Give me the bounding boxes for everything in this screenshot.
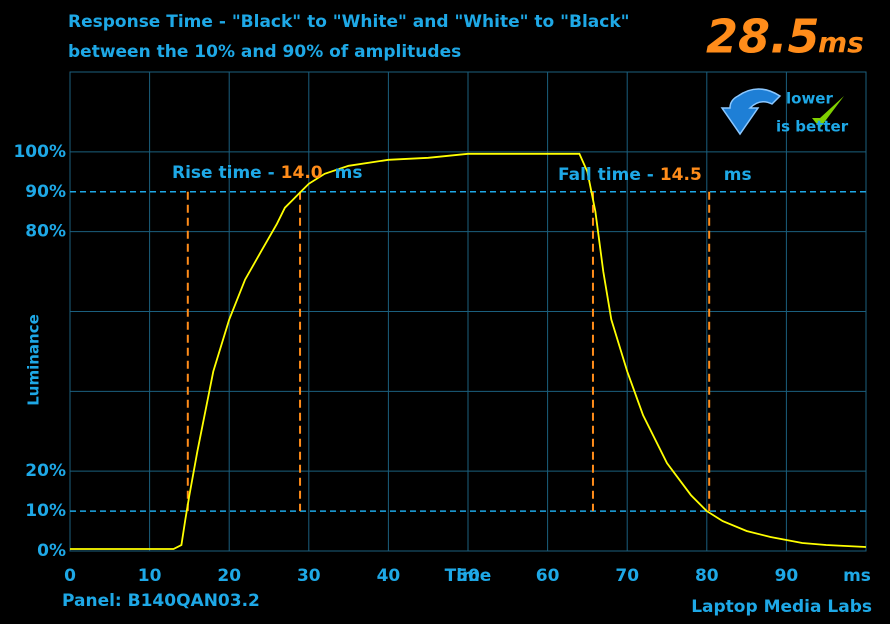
y-tick-label: 100% <box>13 142 66 162</box>
annotation-value: 14.0 <box>281 163 323 183</box>
x-tick-label: 80 <box>695 566 719 586</box>
x-axis-label: Time <box>445 566 492 586</box>
y-tick-label: 90% <box>25 182 66 202</box>
total-unit: ms <box>818 26 864 59</box>
annotation-unit: ms <box>335 163 363 183</box>
total-response: 28.5 <box>706 10 820 64</box>
y-tick-label: 10% <box>25 501 66 521</box>
x-tick-label: 20 <box>217 566 241 586</box>
series-line <box>70 152 867 550</box>
annotation-label: Rise time - <box>172 163 275 183</box>
annotation-label: Fall time - <box>558 165 654 185</box>
annotation-value: 14.5 <box>660 165 702 185</box>
x-tick-label: 40 <box>377 566 401 586</box>
x-tick-label: 10 <box>138 566 162 586</box>
y-tick-label: 0% <box>37 541 66 561</box>
annotation: Fall time - 14.5 ms <box>558 165 752 185</box>
y-axis-label: Luminance <box>25 314 43 406</box>
y-tick-label: 80% <box>25 222 66 242</box>
x-tick-label: 0 <box>64 566 76 586</box>
badge-text: lower <box>786 90 833 108</box>
x-tick-label: 90 <box>775 566 799 586</box>
annotation: Rise time - 14.0 ms <box>172 163 362 183</box>
plot <box>69 71 867 552</box>
x-tick-label: 70 <box>615 566 639 586</box>
x-tick-label: 50 <box>456 566 480 586</box>
x-tick-label: 60 <box>536 566 560 586</box>
badge-icon <box>720 88 844 136</box>
title-line-2: between the 10% and 90% of amplitudes <box>68 42 461 62</box>
panel: Panel: B140QAN03.2 <box>62 591 260 611</box>
y-tick-label: 20% <box>25 461 66 481</box>
title-line-1: Response Time - "Black" to "White" and "… <box>68 12 630 32</box>
x-axis-unit: ms <box>843 566 871 586</box>
badge-text: is better <box>776 118 849 136</box>
annotation-unit: ms <box>724 165 752 185</box>
credit: Laptop Media Labs <box>691 597 872 617</box>
x-tick-label: 30 <box>297 566 321 586</box>
